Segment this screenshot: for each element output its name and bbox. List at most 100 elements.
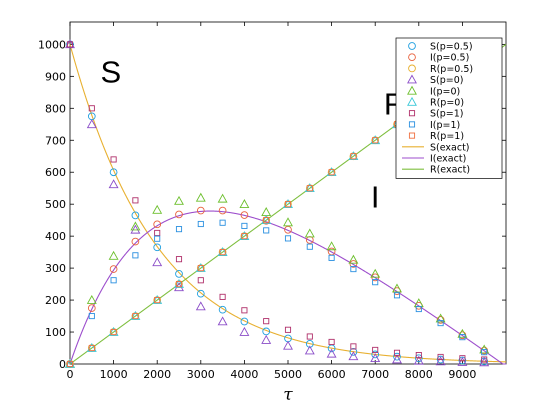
x-tick-label: 3000 bbox=[187, 368, 215, 381]
point-s-p-0-5 bbox=[349, 348, 358, 356]
x-tick-label: 2000 bbox=[143, 368, 171, 381]
point-s-p-1 bbox=[88, 105, 95, 112]
point-r-p-0 bbox=[348, 151, 359, 161]
point-i-p-0-5 bbox=[196, 206, 205, 215]
point-s-p-0 bbox=[130, 224, 141, 234]
legend-s-p-0-swatch bbox=[407, 74, 417, 84]
point-r-p-1 bbox=[132, 313, 139, 320]
point-s-p-1 bbox=[110, 156, 117, 163]
point-s-p-0 bbox=[261, 334, 272, 344]
point-s-p-0 bbox=[435, 356, 446, 366]
point-s-p-1 bbox=[263, 318, 270, 325]
point-i-p-1 bbox=[459, 334, 466, 341]
point-s-p-0 bbox=[413, 355, 424, 365]
legend-s-p-1-label: S(p=1) bbox=[430, 109, 463, 120]
y-tick-label: 300 bbox=[45, 262, 66, 275]
point-i-p-1 bbox=[241, 222, 248, 229]
point-s-p-0-5 bbox=[393, 352, 401, 361]
y-tick-label: 900 bbox=[45, 70, 66, 83]
legend-s-p-0-5-label: S(p=0.5) bbox=[430, 42, 473, 53]
point-r-p-1 bbox=[263, 217, 270, 224]
y-tick-label: 1000 bbox=[38, 38, 66, 51]
point-i-p-1 bbox=[219, 219, 226, 226]
point-s-p-0-5 bbox=[109, 168, 118, 177]
line-i-exact- bbox=[69, 210, 506, 365]
point-i-p-1 bbox=[393, 292, 401, 299]
point-s-p-0 bbox=[152, 257, 163, 267]
point-r-p-0 bbox=[370, 135, 381, 145]
point-r-p-1 bbox=[328, 169, 335, 176]
point-r-p-1 bbox=[241, 233, 248, 240]
point-i-p-1 bbox=[481, 349, 488, 356]
point-r-p-0 bbox=[108, 326, 119, 336]
y-tick-label: 500 bbox=[45, 198, 66, 211]
point-s-p-0 bbox=[195, 301, 206, 311]
point-i-p-1 bbox=[372, 279, 379, 286]
point-s-p-0 bbox=[304, 345, 315, 355]
point-i-p-0 bbox=[108, 250, 119, 260]
legend-s-p-0-label: S(p=0) bbox=[430, 75, 463, 86]
point-i-p-0-5 bbox=[87, 304, 96, 312]
point-i-p-1 bbox=[88, 313, 95, 320]
point-r-p-1 bbox=[219, 249, 226, 256]
point-s-p-1 bbox=[175, 256, 183, 263]
legend-r-p-0-5-swatch bbox=[408, 64, 416, 73]
point-i-p-0 bbox=[130, 221, 141, 231]
point-r-p-0 bbox=[283, 199, 293, 208]
point-s-p-1 bbox=[328, 338, 335, 345]
point-s-p-0 bbox=[217, 316, 228, 326]
point-s-p-1 bbox=[393, 349, 401, 356]
point-i-p-0 bbox=[392, 283, 402, 293]
point-i-p-0-5 bbox=[218, 206, 227, 215]
legend-i-p-0-label: I(p=0) bbox=[430, 86, 460, 97]
point-s-p-1 bbox=[241, 307, 248, 314]
point-i-p-1 bbox=[328, 254, 335, 261]
point-s-p-0 bbox=[239, 326, 250, 336]
point-i-p-1 bbox=[284, 235, 292, 242]
point-i-p-0 bbox=[239, 199, 250, 208]
annotation-s: S bbox=[101, 55, 122, 90]
point-i-p-1 bbox=[263, 227, 270, 234]
point-s-p-0 bbox=[348, 351, 359, 361]
point-i-p-0 bbox=[217, 193, 228, 203]
point-i-p-0 bbox=[152, 204, 163, 214]
point-i-p-0 bbox=[370, 268, 381, 278]
point-r-p-0 bbox=[195, 262, 206, 272]
point-s-p-0-5 bbox=[262, 327, 271, 336]
point-s-p-0 bbox=[108, 179, 119, 189]
point-i-p-0 bbox=[304, 228, 315, 238]
point-s-p-0 bbox=[86, 119, 97, 129]
point-i-p-0-5 bbox=[175, 210, 183, 219]
point-s-p-0 bbox=[392, 354, 402, 364]
point-i-p-0-5 bbox=[284, 225, 292, 234]
point-s-p-0-5 bbox=[131, 211, 140, 220]
legend-r-p-0-label: R(p=0) bbox=[430, 98, 464, 109]
point-s-p-0 bbox=[370, 353, 381, 363]
point-i-p-0 bbox=[86, 294, 97, 304]
point-s-p-1 bbox=[66, 41, 74, 48]
legend-box bbox=[395, 37, 503, 179]
point-r-p-1 bbox=[284, 201, 292, 208]
point-r-p-0 bbox=[174, 278, 184, 288]
point-s-p-0-5 bbox=[175, 270, 183, 278]
line-s-exact- bbox=[69, 44, 507, 363]
point-s-p-0-5 bbox=[414, 354, 423, 363]
point-s-p-1 bbox=[437, 353, 444, 361]
x-tick-label: 7000 bbox=[361, 368, 389, 381]
point-s-p-1 bbox=[219, 293, 226, 300]
y-tick-label: 200 bbox=[45, 294, 66, 307]
point-s-p-1 bbox=[481, 356, 488, 363]
legend-i-p-0-swatch bbox=[407, 85, 417, 95]
point-r-p-0 bbox=[326, 167, 337, 177]
y-tick-label: 100 bbox=[45, 326, 66, 339]
point-s-p-0-5 bbox=[436, 355, 445, 364]
legend-i-exact-label: I(exact) bbox=[430, 154, 466, 165]
x-tick-label: 5000 bbox=[274, 368, 302, 381]
y-tick-label: 700 bbox=[45, 134, 66, 147]
legend-i-p-1-swatch bbox=[408, 121, 416, 128]
legend-r-p-1-label: R(p=1) bbox=[430, 131, 464, 142]
y-tick-label: 800 bbox=[45, 102, 66, 115]
point-i-p-1 bbox=[154, 235, 161, 242]
point-r-p-1 bbox=[154, 297, 161, 304]
